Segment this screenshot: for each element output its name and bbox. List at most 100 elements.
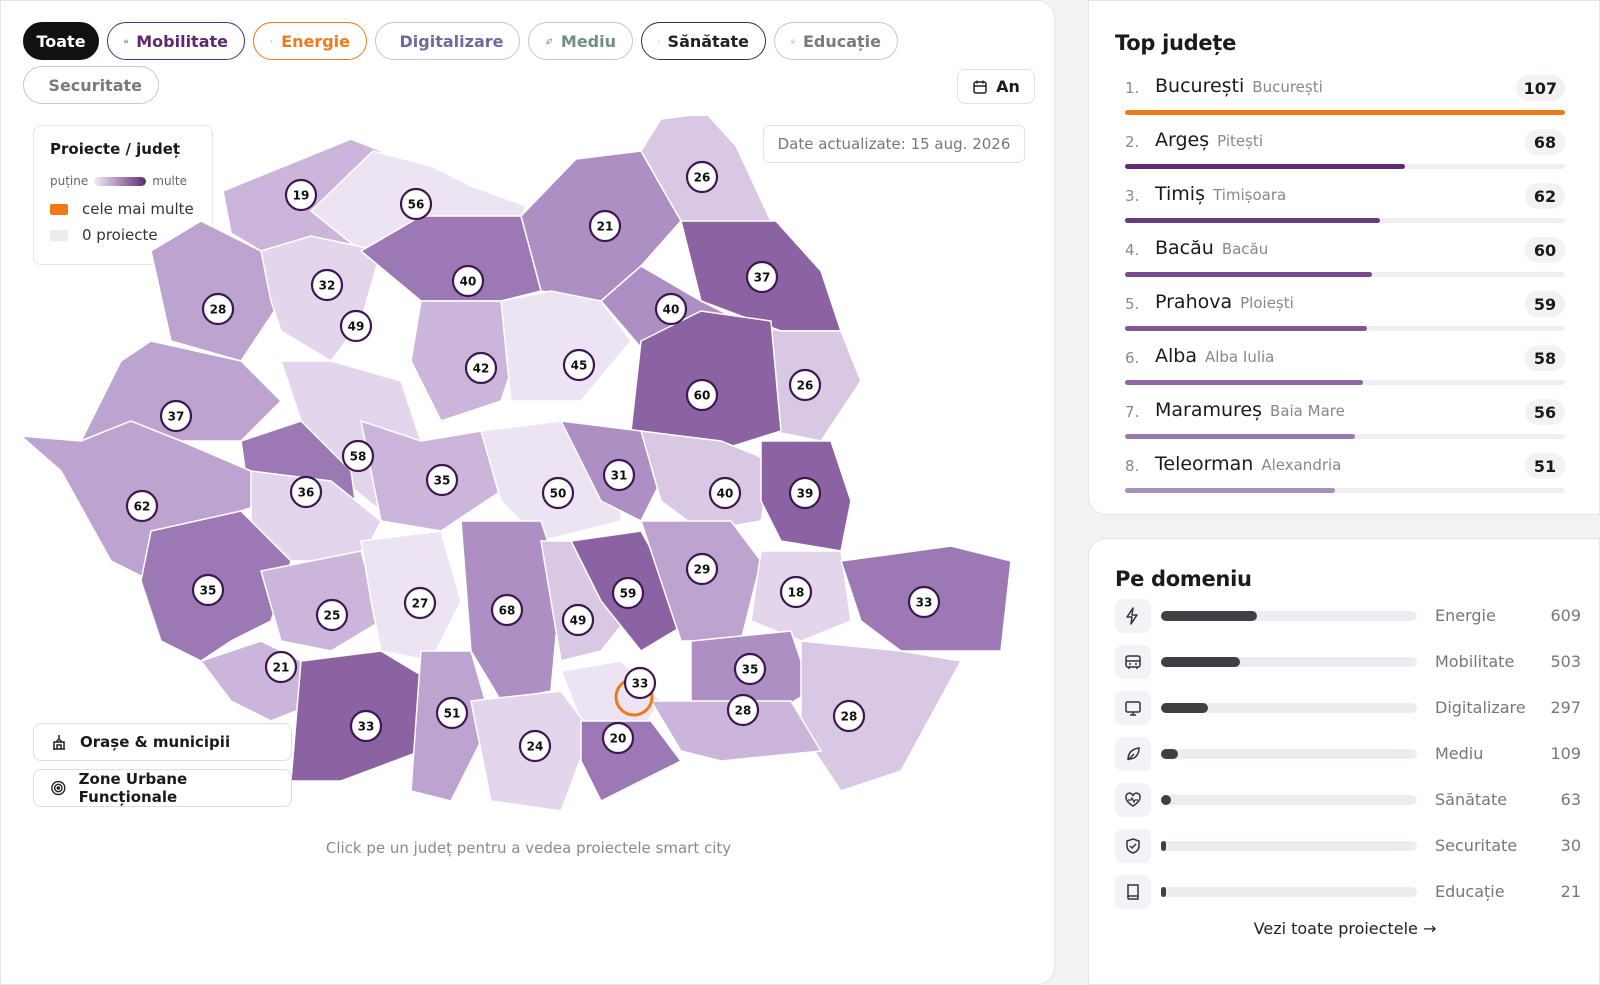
- county-rank-row[interactable]: 5. Prahova Ploiești 59: [1125, 291, 1565, 331]
- county-marker[interactable]: 25: [315, 598, 349, 632]
- county-marker[interactable]: 28: [726, 693, 760, 727]
- county-region[interactable]: [800, 640, 963, 792]
- county-region[interactable]: [639, 430, 772, 532]
- county-rank-row[interactable]: 8. Teleorman Alexandria 51: [1125, 453, 1565, 493]
- county-rank-row[interactable]: 4. Bacău Bacău 60: [1125, 237, 1565, 277]
- filter-chip-6[interactable]: Educație: [774, 22, 898, 60]
- county-marker[interactable]: 28: [832, 699, 866, 733]
- filter-chip-0[interactable]: Toate: [23, 22, 99, 60]
- county-marker[interactable]: 31: [602, 458, 636, 492]
- county-rank-row[interactable]: 3. Timiș Timișoara 62: [1125, 183, 1565, 223]
- county-marker[interactable]: 59: [611, 576, 645, 610]
- period-selector[interactable]: An: [957, 69, 1035, 104]
- marker-count: 21: [597, 220, 614, 234]
- map-hint: Click pe un județ pentru a vedea proiect…: [325, 839, 732, 857]
- domain-row[interactable]: Mobilitate 503: [1115, 645, 1581, 679]
- county-marker[interactable]: 37: [745, 260, 779, 294]
- marker-count: 20: [610, 732, 627, 746]
- marker-circle: [349, 709, 383, 743]
- domain-bar-track: [1161, 611, 1417, 621]
- domain-icon-box: [1115, 737, 1151, 771]
- county-marker[interactable]: 42: [464, 351, 498, 385]
- county-marker[interactable]: 35: [425, 463, 459, 497]
- county-name: Argeș Pitești: [1155, 129, 1263, 151]
- county-region[interactable]: [649, 700, 823, 762]
- domain-bar-track: [1161, 887, 1417, 897]
- county-marker[interactable]: 20: [601, 721, 635, 755]
- filter-chip-3[interactable]: Digitalizare: [375, 22, 520, 60]
- county-marker[interactable]: 51: [435, 696, 469, 730]
- county-count-badge: 107: [1515, 75, 1565, 101]
- county-region[interactable]: [500, 290, 632, 402]
- marker-circle: [654, 292, 688, 326]
- domain-row[interactable]: Energie 609: [1115, 599, 1581, 633]
- county-marker[interactable]: 56: [399, 187, 433, 221]
- county-count-badge: 59: [1525, 291, 1565, 317]
- legend-low: puține: [50, 174, 89, 188]
- county-marker[interactable]: 21: [264, 650, 298, 684]
- county-marker[interactable]: 40: [708, 476, 742, 510]
- rank-number: 6.: [1125, 349, 1140, 367]
- domain-row[interactable]: Educație 21: [1115, 875, 1581, 909]
- domain-icon-box: [1115, 691, 1151, 725]
- book-icon: [791, 39, 795, 43]
- county-marker[interactable]: 68: [490, 593, 524, 627]
- county-marker[interactable]: 18: [779, 575, 813, 609]
- county-marker[interactable]: 26: [685, 160, 719, 194]
- county-marker[interactable]: 40: [654, 292, 688, 326]
- domain-label: Mediu: [1435, 744, 1484, 763]
- county-marker[interactable]: 33: [907, 585, 941, 619]
- county-name: Alba Alba Iulia: [1155, 345, 1275, 367]
- county-marker[interactable]: 36: [289, 475, 323, 509]
- county-marker[interactable]: 35: [733, 652, 767, 686]
- domain-row[interactable]: Sănătate 63: [1115, 783, 1581, 817]
- zones-layer-button[interactable]: Zone Urbane Funcționale: [33, 769, 292, 807]
- domain-row[interactable]: Mediu 109: [1115, 737, 1581, 771]
- see-all-projects-link[interactable]: Vezi toate proiectele →: [1253, 919, 1437, 938]
- county-marker[interactable]: 26: [788, 368, 822, 402]
- legend-none-swatch: [50, 229, 68, 241]
- county-marker[interactable]: 19: [284, 178, 318, 212]
- marker-count: 19: [293, 189, 310, 203]
- county-marker[interactable]: 49: [339, 309, 373, 343]
- marker-count: 35: [200, 584, 217, 598]
- domain-row[interactable]: Digitalizare 297: [1115, 691, 1581, 725]
- county-marker[interactable]: 40: [451, 264, 485, 298]
- county-marker[interactable]: 49: [561, 603, 595, 637]
- county-marker[interactable]: 62: [125, 489, 159, 523]
- county-marker[interactable]: 28: [201, 292, 235, 326]
- county-marker[interactable]: 39: [788, 476, 822, 510]
- domain-row[interactable]: Securitate 30: [1115, 829, 1581, 863]
- marker-circle: [339, 309, 373, 343]
- county-marker[interactable]: 60: [685, 378, 719, 412]
- county-rank-row[interactable]: 2. Argeș Pitești 68: [1125, 129, 1565, 169]
- county-bar-fill: [1125, 326, 1368, 331]
- filter-chip-1[interactable]: Mobilitate: [107, 22, 245, 60]
- filter-chip-2[interactable]: Energie: [253, 22, 367, 60]
- filter-chip-4[interactable]: Mediu: [528, 22, 633, 60]
- filter-chip-5[interactable]: Sănătate: [641, 22, 766, 60]
- marker-circle: [518, 729, 552, 763]
- county-region[interactable]: [260, 550, 382, 652]
- county-rank-row[interactable]: 6. Alba Alba Iulia 58: [1125, 345, 1565, 385]
- legend-most-label: cele mai multe: [82, 200, 194, 218]
- cities-layer-button[interactable]: Orașe & municipii: [33, 723, 292, 761]
- filter-chip-label: Mediu: [560, 31, 616, 51]
- county-marker[interactable]: 27: [403, 586, 437, 620]
- county-marker[interactable]: 24: [518, 729, 552, 763]
- county-marker[interactable]: 35: [191, 573, 225, 607]
- county-marker[interactable]: 45: [562, 348, 596, 382]
- domain-count: 63: [1560, 790, 1581, 809]
- county-marker[interactable]: 29: [685, 552, 719, 586]
- county-marker[interactable]: 33: [614, 666, 657, 717]
- legend-high: multe: [152, 174, 187, 188]
- county-rank-row[interactable]: 1. București București 107: [1125, 75, 1565, 115]
- county-marker[interactable]: 37: [159, 399, 193, 433]
- county-rank-row[interactable]: 7. Maramureș Baia Mare 56: [1125, 399, 1565, 439]
- county-marker[interactable]: 58: [341, 439, 375, 473]
- county-marker[interactable]: 32: [310, 268, 344, 302]
- county-marker[interactable]: 21: [588, 209, 622, 243]
- county-marker[interactable]: 50: [541, 476, 575, 510]
- county-marker[interactable]: 33: [349, 709, 383, 743]
- filter-chip-7[interactable]: Securitate: [23, 66, 159, 104]
